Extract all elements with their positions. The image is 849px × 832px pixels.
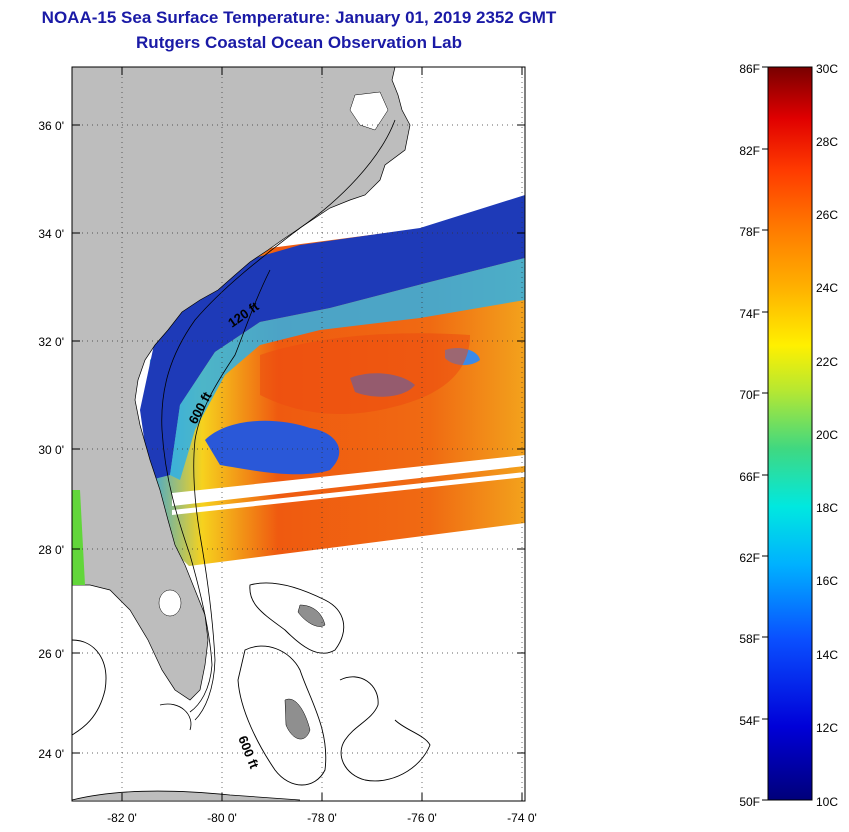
warm-core — [260, 333, 470, 415]
colorbar-c-26: 26C — [816, 208, 838, 222]
colorbar-ticks — [762, 66, 768, 801]
lat-label-26: 26 0' — [38, 647, 64, 661]
lat-label-32: 32 0' — [38, 335, 64, 349]
map-frame — [71, 66, 526, 802]
isobath-600ft — [193, 269, 271, 721]
bahamas-island — [284, 698, 311, 740]
cloud-gap — [172, 455, 525, 506]
colorbar-f-58: 58F — [739, 632, 760, 646]
cloud-gap — [172, 472, 525, 515]
colorbar-f-78: 78F — [739, 225, 760, 239]
colorbar-f-66: 66F — [739, 470, 760, 484]
bahamas-bank — [237, 645, 327, 786]
contour-label-600ft-south: 600 ft — [235, 734, 262, 772]
colorbar-c-18: 18C — [816, 501, 838, 515]
colorbar-f-74: 74F — [739, 307, 760, 321]
bahamas-bank — [159, 703, 192, 731]
lat-label-36: 36 0' — [38, 119, 64, 133]
colorbar-f-70: 70F — [739, 388, 760, 402]
bahamas-bank — [72, 639, 107, 736]
pamlico-sound — [349, 91, 389, 131]
colorbar-c-10: 10C — [816, 795, 838, 809]
lake-okeechobee — [158, 589, 182, 617]
lon-label-82: -82 0' — [107, 811, 137, 825]
gulf-water — [72, 490, 85, 585]
lon-label-74: -74 0' — [507, 811, 537, 825]
colorbar-c-16: 16C — [816, 574, 838, 588]
graticule — [72, 67, 525, 801]
lat-label-24: 24 0' — [38, 747, 64, 761]
colorbar-f-62: 62F — [739, 551, 760, 565]
isobath-120ft — [161, 119, 396, 713]
land-us-mainland — [72, 67, 411, 701]
colorbar-f-86: 86F — [739, 62, 760, 76]
bahamas-bank — [339, 676, 431, 782]
colorbar-f-50: 50F — [739, 795, 760, 809]
lat-label-30: 30 0' — [38, 443, 64, 457]
colorbar-c-30: 30C — [816, 62, 838, 76]
map-area: 120 ft 600 ft 600 ft — [72, 67, 525, 801]
colorbar-f-82: 82F — [739, 144, 760, 158]
colorbar-c-14: 14C — [816, 648, 838, 662]
colorbar — [767, 66, 813, 801]
axis-ticks — [72, 67, 525, 801]
lon-label-76: -76 0' — [407, 811, 437, 825]
colorbar-c-22: 22C — [816, 355, 838, 369]
lat-label-34: 34 0' — [38, 227, 64, 241]
map-subtitle: Rutgers Coastal Ocean Observation Lab — [136, 33, 462, 52]
cuba-coast — [72, 790, 301, 801]
cold-eddy — [205, 420, 340, 475]
lon-label-80: -80 0' — [207, 811, 237, 825]
lon-label-78: -78 0' — [307, 811, 337, 825]
colorbar-c-12: 12C — [816, 721, 838, 735]
colorbar-c-28: 28C — [816, 135, 838, 149]
lat-label-28: 28 0' — [38, 543, 64, 557]
colorbar-f-54: 54F — [739, 714, 760, 728]
bahamas-island — [297, 604, 326, 627]
colorbar-c-24: 24C — [816, 281, 838, 295]
bahamas-bank — [249, 582, 345, 654]
colorbar-c-20: 20C — [816, 428, 838, 442]
map-title: NOAA-15 Sea Surface Temperature: January… — [41, 8, 557, 27]
transition-band — [170, 258, 525, 480]
